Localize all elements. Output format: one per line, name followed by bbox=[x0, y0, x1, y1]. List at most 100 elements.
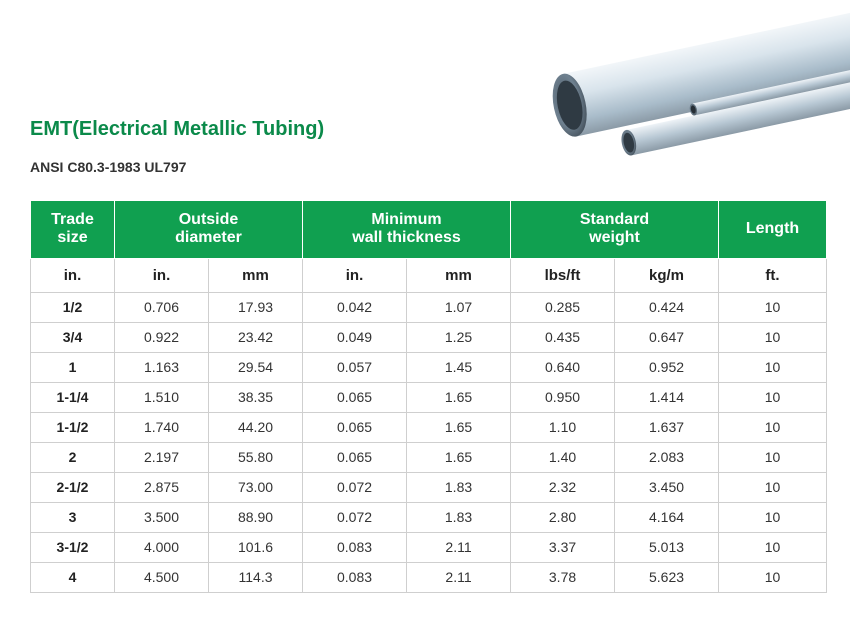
trade-size-cell: 1-1/2 bbox=[31, 412, 115, 442]
value-cell: 4.000 bbox=[115, 532, 209, 562]
column-unit-header: in. bbox=[31, 258, 115, 292]
value-cell: 1.25 bbox=[407, 322, 511, 352]
table-row: 33.50088.900.0721.832.804.16410 bbox=[31, 502, 827, 532]
value-cell: 10 bbox=[719, 562, 827, 592]
value-cell: 2.11 bbox=[407, 532, 511, 562]
value-cell: 0.072 bbox=[303, 502, 407, 532]
value-cell: 0.435 bbox=[511, 322, 615, 352]
value-cell: 0.952 bbox=[615, 352, 719, 382]
value-cell: 0.950 bbox=[511, 382, 615, 412]
value-cell: 2.875 bbox=[115, 472, 209, 502]
value-cell: 0.640 bbox=[511, 352, 615, 382]
value-cell: 2.083 bbox=[615, 442, 719, 472]
value-cell: 17.93 bbox=[209, 292, 303, 322]
value-cell: 0.065 bbox=[303, 442, 407, 472]
value-cell: 0.083 bbox=[303, 532, 407, 562]
table-row: 3-1/24.000101.60.0832.113.375.01310 bbox=[31, 532, 827, 562]
column-unit-header: mm bbox=[209, 258, 303, 292]
value-cell: 1.65 bbox=[407, 382, 511, 412]
value-cell: 0.065 bbox=[303, 412, 407, 442]
value-cell: 0.042 bbox=[303, 292, 407, 322]
value-cell: 1.637 bbox=[615, 412, 719, 442]
value-cell: 4.500 bbox=[115, 562, 209, 592]
table-row: 22.19755.800.0651.651.402.08310 bbox=[31, 442, 827, 472]
value-cell: 0.922 bbox=[115, 322, 209, 352]
value-cell: 10 bbox=[719, 382, 827, 412]
table-row: 3/40.92223.420.0491.250.4350.64710 bbox=[31, 322, 827, 352]
value-cell: 2.197 bbox=[115, 442, 209, 472]
value-cell: 1.510 bbox=[115, 382, 209, 412]
trade-size-cell: 2-1/2 bbox=[31, 472, 115, 502]
value-cell: 2.80 bbox=[511, 502, 615, 532]
value-cell: 10 bbox=[719, 322, 827, 352]
page-subtitle: ANSI C80.3-1983 UL797 bbox=[30, 159, 324, 175]
value-cell: 1.83 bbox=[407, 502, 511, 532]
value-cell: 38.35 bbox=[209, 382, 303, 412]
value-cell: 29.54 bbox=[209, 352, 303, 382]
table-row: 11.16329.540.0571.450.6400.95210 bbox=[31, 352, 827, 382]
value-cell: 1.65 bbox=[407, 412, 511, 442]
value-cell: 0.647 bbox=[615, 322, 719, 352]
column-group-header: Outsidediameter bbox=[115, 201, 303, 259]
value-cell: 3.450 bbox=[615, 472, 719, 502]
value-cell: 10 bbox=[719, 352, 827, 382]
trade-size-cell: 3 bbox=[31, 502, 115, 532]
trade-size-cell: 4 bbox=[31, 562, 115, 592]
value-cell: 1.740 bbox=[115, 412, 209, 442]
value-cell: 88.90 bbox=[209, 502, 303, 532]
value-cell: 1.45 bbox=[407, 352, 511, 382]
value-cell: 1.10 bbox=[511, 412, 615, 442]
column-unit-header: mm bbox=[407, 258, 511, 292]
trade-size-cell: 3/4 bbox=[31, 322, 115, 352]
page-title: EMT(Electrical Metallic Tubing) bbox=[30, 118, 324, 141]
value-cell: 1.414 bbox=[615, 382, 719, 412]
table-row: 1-1/41.51038.350.0651.650.9501.41410 bbox=[31, 382, 827, 412]
value-cell: 3.500 bbox=[115, 502, 209, 532]
value-cell: 10 bbox=[719, 292, 827, 322]
title-block: EMT(Electrical Metallic Tubing) ANSI C80… bbox=[30, 118, 324, 175]
trade-size-cell: 1-1/4 bbox=[31, 382, 115, 412]
value-cell: 114.3 bbox=[209, 562, 303, 592]
spec-table: TradesizeOutsidediameterMinimumwall thic… bbox=[30, 200, 827, 593]
value-cell: 0.057 bbox=[303, 352, 407, 382]
table-header-groups: TradesizeOutsidediameterMinimumwall thic… bbox=[31, 201, 827, 259]
value-cell: 44.20 bbox=[209, 412, 303, 442]
value-cell: 10 bbox=[719, 472, 827, 502]
table-row: 1/20.70617.930.0421.070.2850.42410 bbox=[31, 292, 827, 322]
column-group-header: Length bbox=[719, 201, 827, 259]
value-cell: 1.65 bbox=[407, 442, 511, 472]
table-header-units: in.in.mmin.mmlbs/ftkg/mft. bbox=[31, 258, 827, 292]
value-cell: 73.00 bbox=[209, 472, 303, 502]
column-group-header: Standardweight bbox=[511, 201, 719, 259]
trade-size-cell: 2 bbox=[31, 442, 115, 472]
table-row: 2-1/22.87573.000.0721.832.323.45010 bbox=[31, 472, 827, 502]
value-cell: 0.424 bbox=[615, 292, 719, 322]
value-cell: 23.42 bbox=[209, 322, 303, 352]
value-cell: 1.07 bbox=[407, 292, 511, 322]
table-row: 1-1/21.74044.200.0651.651.101.63710 bbox=[31, 412, 827, 442]
trade-size-cell: 1/2 bbox=[31, 292, 115, 322]
value-cell: 0.065 bbox=[303, 382, 407, 412]
column-unit-header: lbs/ft bbox=[511, 258, 615, 292]
value-cell: 1.83 bbox=[407, 472, 511, 502]
value-cell: 3.78 bbox=[511, 562, 615, 592]
table-body: 1/20.70617.930.0421.070.2850.424103/40.9… bbox=[31, 292, 827, 592]
value-cell: 4.164 bbox=[615, 502, 719, 532]
column-group-header: Tradesize bbox=[31, 201, 115, 259]
column-unit-header: kg/m bbox=[615, 258, 719, 292]
column-unit-header: in. bbox=[115, 258, 209, 292]
value-cell: 55.80 bbox=[209, 442, 303, 472]
spec-table-wrap: TradesizeOutsidediameterMinimumwall thic… bbox=[30, 200, 826, 593]
product-image bbox=[510, 10, 850, 180]
value-cell: 0.706 bbox=[115, 292, 209, 322]
value-cell: 10 bbox=[719, 502, 827, 532]
column-unit-header: in. bbox=[303, 258, 407, 292]
value-cell: 2.11 bbox=[407, 562, 511, 592]
trade-size-cell: 1 bbox=[31, 352, 115, 382]
value-cell: 0.083 bbox=[303, 562, 407, 592]
value-cell: 2.32 bbox=[511, 472, 615, 502]
value-cell: 10 bbox=[719, 442, 827, 472]
value-cell: 0.049 bbox=[303, 322, 407, 352]
value-cell: 1.40 bbox=[511, 442, 615, 472]
column-unit-header: ft. bbox=[719, 258, 827, 292]
